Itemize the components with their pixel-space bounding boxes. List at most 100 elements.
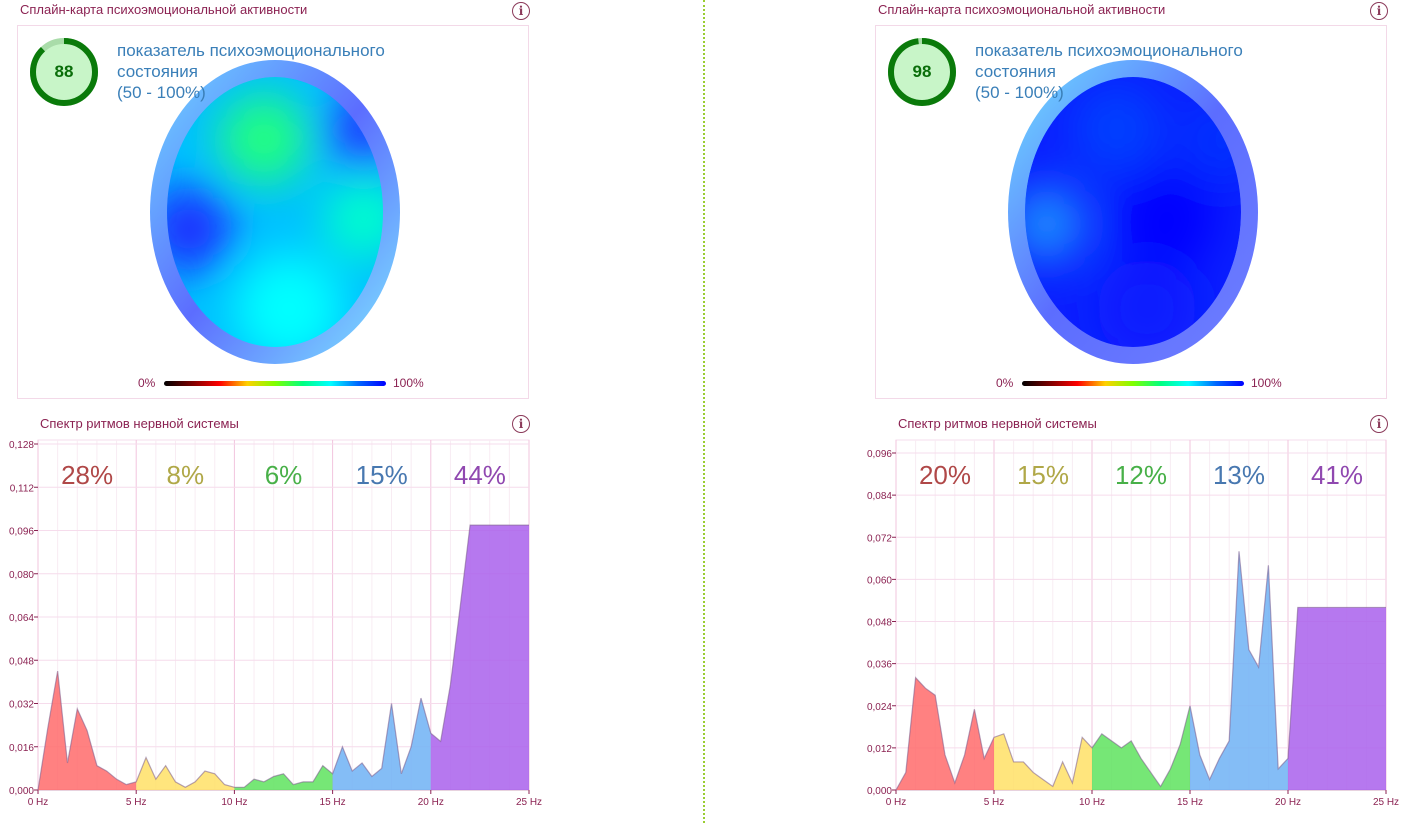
x-tick-label: 5 Hz xyxy=(984,797,1005,808)
y-tick-label: 0,080 xyxy=(9,570,34,581)
y-tick-label: 0,096 xyxy=(867,449,892,460)
gauge-fill xyxy=(34,42,94,102)
spectrum-title: Спектр ритмов нервной системы xyxy=(898,416,1097,431)
scale-max-label: 100% xyxy=(393,376,424,390)
x-tick-label: 25 Hz xyxy=(516,797,542,808)
band-percentage: 13% xyxy=(1213,460,1265,490)
band-area xyxy=(896,677,994,790)
y-tick-label: 0,112 xyxy=(10,483,35,494)
indicator-line-3: (50 - 100%) xyxy=(117,83,206,102)
activity-blob xyxy=(324,179,383,259)
scale-min-label: 0% xyxy=(996,376,1014,390)
y-tick-label: 0,060 xyxy=(867,575,892,586)
band-area xyxy=(136,757,235,790)
activity-blob xyxy=(1097,259,1197,347)
x-tick-label: 10 Hz xyxy=(1079,797,1105,808)
x-tick-label: 20 Hz xyxy=(1275,797,1301,808)
x-tick-label: 10 Hz xyxy=(221,797,247,808)
spline-map-box: 98 показатель психоэмоционального состоя… xyxy=(875,25,1387,399)
info-icon[interactable]: i xyxy=(512,415,530,433)
scale-gradient-bar xyxy=(1022,381,1244,386)
gauge-value: 98 xyxy=(912,62,932,81)
band-percentage: 15% xyxy=(356,460,408,490)
gauge-arc xyxy=(30,38,98,106)
spline-map-box: 88 показатель психоэмоционального состоя… xyxy=(17,25,529,399)
indicator-line-2: состояния xyxy=(117,62,198,81)
activity-blob xyxy=(167,184,234,274)
y-tick-label: 0,036 xyxy=(867,660,892,671)
indicator-label: показатель психоэмоционального состояния… xyxy=(975,40,1275,103)
activity-blob xyxy=(1025,186,1085,262)
scale-gradient-bar xyxy=(164,381,386,386)
y-tick-label: 0,032 xyxy=(9,700,34,711)
y-tick-label: 0,096 xyxy=(9,527,34,538)
indicator-label: показатель психоэмоционального состояния… xyxy=(117,40,417,103)
x-tick-label: 15 Hz xyxy=(320,797,346,808)
info-icon[interactable]: i xyxy=(512,2,530,20)
psycho-state-gauge: 98 xyxy=(886,36,958,108)
activity-blob xyxy=(234,254,344,347)
spectrum-title: Спектр ритмов нервной системы xyxy=(40,416,239,431)
spectrum-chart: 0,000 0,012 0,024 0,036 0,048 0,060 0,072 0,084… xyxy=(867,439,1399,808)
x-tick-label: 20 Hz xyxy=(418,797,444,808)
indicator-line-2: состояния xyxy=(975,62,1056,81)
y-tick-label: 0,064 xyxy=(9,613,34,624)
band-area xyxy=(1190,551,1288,790)
series-line xyxy=(895,551,1386,791)
y-tick-label: 0,128 xyxy=(9,440,34,451)
y-tick-label: 0,016 xyxy=(9,743,34,754)
activity-blob xyxy=(1117,169,1217,269)
y-tick-label: 0,000 xyxy=(867,786,892,797)
band-percentage: 8% xyxy=(167,460,205,490)
panel-divider xyxy=(703,0,705,823)
band-area xyxy=(430,525,529,790)
band-area xyxy=(332,698,431,790)
x-tick-label: 0 Hz xyxy=(28,797,49,808)
band-percentage: 44% xyxy=(454,460,506,490)
y-tick-label: 0,024 xyxy=(867,702,892,713)
color-scale: 0% 100% xyxy=(138,376,438,390)
band-area xyxy=(1092,705,1190,790)
activity-blob xyxy=(219,94,309,184)
band-percentage: 15% xyxy=(1017,460,1069,490)
x-tick-label: 0 Hz xyxy=(886,797,907,808)
y-tick-label: 0,084 xyxy=(867,491,892,502)
band-percentage: 41% xyxy=(1311,460,1363,490)
series-line xyxy=(37,524,529,791)
right-panel: Сплайн-карта психоэмоциональной активнос… xyxy=(858,0,1415,823)
y-tick-label: 0,048 xyxy=(867,618,892,629)
scale-min-label: 0% xyxy=(138,376,156,390)
spline-map-title: Сплайн-карта психоэмоциональной активнос… xyxy=(20,2,308,17)
info-icon[interactable]: i xyxy=(1370,415,1388,433)
band-percentage: 20% xyxy=(919,460,971,490)
head-spline-map xyxy=(1008,60,1258,364)
head-spline-map xyxy=(150,60,400,364)
color-scale: 0% 100% xyxy=(996,376,1296,390)
band-area xyxy=(234,765,333,790)
band-percentage: 28% xyxy=(61,460,113,490)
x-tick-label: 5 Hz xyxy=(126,797,147,808)
indicator-line-1: показатель психоэмоционального xyxy=(975,41,1243,60)
gauge-arc xyxy=(888,38,956,106)
indicator-line-1: показатель психоэмоционального xyxy=(117,41,385,60)
band-percentage: 12% xyxy=(1115,460,1167,490)
spectrum-chart: 0,000 0,016 0,032 0,048 0,064 0,080 0,096 0,112… xyxy=(9,439,542,808)
band-percentage: 6% xyxy=(265,460,303,490)
activity-blob xyxy=(1182,99,1241,179)
band-area xyxy=(1288,607,1386,790)
y-tick-label: 0,012 xyxy=(867,744,892,755)
x-tick-label: 15 Hz xyxy=(1177,797,1203,808)
info-icon[interactable]: i xyxy=(1370,2,1388,20)
psycho-state-gauge: 88 xyxy=(28,36,100,108)
gauge-value: 88 xyxy=(54,62,74,81)
spline-map-title: Сплайн-карта психоэмоциональной активнос… xyxy=(878,2,1166,17)
left-panel: Сплайн-карта психоэмоциональной активнос… xyxy=(0,0,560,823)
y-tick-label: 0,048 xyxy=(9,656,34,667)
activity-blob xyxy=(1072,84,1162,174)
x-tick-label: 25 Hz xyxy=(1373,797,1399,808)
y-tick-label: 0,000 xyxy=(9,786,34,797)
scale-max-label: 100% xyxy=(1251,376,1282,390)
band-area xyxy=(994,733,1092,790)
y-tick-label: 0,072 xyxy=(867,533,892,544)
indicator-line-3: (50 - 100%) xyxy=(975,83,1064,102)
